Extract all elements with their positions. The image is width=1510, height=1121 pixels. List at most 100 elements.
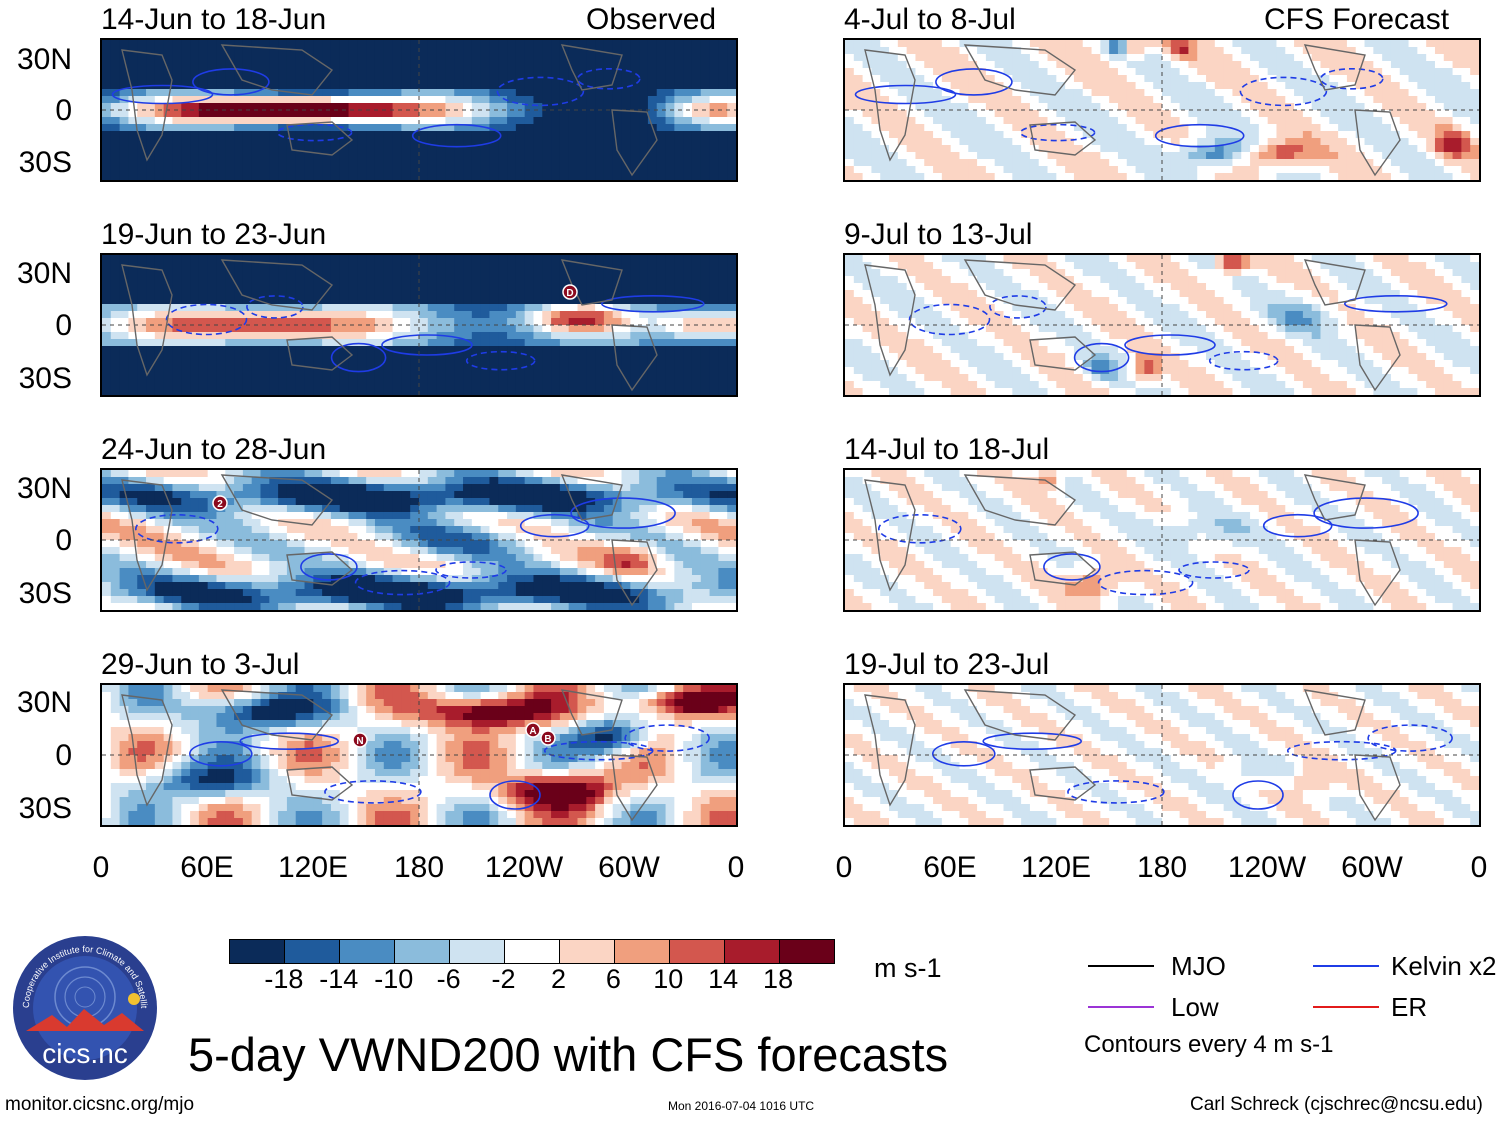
storm-marker-label: 2 xyxy=(217,499,223,510)
colorbar-tick-5: 2 xyxy=(550,964,566,994)
ytick-eq-0: 0 xyxy=(55,94,72,127)
xtick-left-60w: 60W xyxy=(598,851,660,884)
storm-marker-label: B xyxy=(544,734,551,745)
heatmap-left-0 xyxy=(102,40,736,180)
colorbar-swatch-1 xyxy=(285,940,340,963)
colorbar-tick-9: 18 xyxy=(763,964,794,994)
panel-left-0 xyxy=(100,38,738,182)
contour-note: Contours every 4 m s-1 xyxy=(1084,1031,1334,1058)
panel-date-right-1: 9-Jul to 13-Jul xyxy=(844,218,1033,251)
panel-right-1 xyxy=(843,253,1481,397)
storm-marker-label: N xyxy=(356,736,363,747)
heatmap-right-2 xyxy=(845,470,1479,610)
panel-right-3 xyxy=(843,683,1481,827)
legend-line-kelvin xyxy=(1313,965,1379,967)
panel-left-1: D xyxy=(100,253,738,397)
xtick-left-120e: 120E xyxy=(277,851,349,884)
figure-title: 5-day VWND200 with CFS forecasts xyxy=(188,1028,949,1081)
storm-marker-label: A xyxy=(529,726,536,737)
panel-date-left-3: 29-Jun to 3-Jul xyxy=(101,648,300,681)
colorbar-swatch-8 xyxy=(670,940,725,963)
observed-label: Observed xyxy=(586,3,717,36)
colorbar-swatch-7 xyxy=(615,940,670,963)
panel-right-2 xyxy=(843,468,1481,612)
panel-right-0 xyxy=(843,38,1481,182)
colorbar-swatch-4 xyxy=(450,940,505,963)
ytick-30s-3: 30S xyxy=(18,792,72,825)
colorbar-swatch-6 xyxy=(560,940,615,963)
ytick-eq-2: 0 xyxy=(55,524,72,557)
legend-label-kelvin: Kelvin x2 xyxy=(1391,951,1497,981)
colorbar-swatch-2 xyxy=(340,940,395,963)
ytick-30s-2: 30S xyxy=(18,577,72,610)
colorbar-units: m s-1 xyxy=(874,953,942,983)
xtick-right-60w: 60W xyxy=(1341,851,1403,884)
heatmap-right-0 xyxy=(845,40,1479,180)
footer-author: Carl Schreck (cjschrec@ncsu.edu) xyxy=(1190,1094,1483,1115)
colorbar-tick-4: -2 xyxy=(491,964,516,994)
ytick-eq-1: 0 xyxy=(55,309,72,342)
heatmap-left-3: N AB xyxy=(102,685,736,825)
logo-text: cics.nc xyxy=(42,1038,128,1069)
ytick-30n-0: 30N xyxy=(16,43,72,76)
colorbar-tick-3: -6 xyxy=(436,964,461,994)
ytick-30n-1: 30N xyxy=(16,257,72,290)
colorbar-tick-8: 14 xyxy=(708,964,739,994)
xtick-left-180: 180 xyxy=(393,851,445,884)
heatmap-right-3 xyxy=(845,685,1479,825)
heatmap-left-2: 2 xyxy=(102,470,736,610)
ytick-30n-2: 30N xyxy=(16,472,72,505)
xtick-left-60e: 60E xyxy=(180,851,234,884)
storm-marker-label: D xyxy=(566,288,573,299)
legend-line-low xyxy=(1088,1006,1154,1008)
legend-label-mjo: MJO xyxy=(1171,951,1226,981)
colorbar xyxy=(229,939,835,964)
xtick-right-0: 0 xyxy=(835,851,853,884)
legend-line-mjo xyxy=(1088,965,1154,967)
heatmap-right-1 xyxy=(845,255,1479,395)
colorbar-swatch-5 xyxy=(505,940,560,963)
footer-url: monitor.cicsnc.org/mjo xyxy=(5,1094,195,1115)
xtick-left-360: 0 xyxy=(727,851,745,884)
colorbar-swatch-9 xyxy=(725,940,780,963)
panel-date-left-2: 24-Jun to 28-Jun xyxy=(101,433,327,466)
xtick-right-120e: 120E xyxy=(1020,851,1092,884)
colorbar-tick-2: -10 xyxy=(374,964,414,994)
footer-timestamp: Mon 2016-07-04 1016 UTC xyxy=(668,1099,815,1113)
storm-marker-n xyxy=(352,732,368,748)
ytick-30s-0: 30S xyxy=(18,146,72,179)
xtick-left-0: 0 xyxy=(92,851,110,884)
panel-date-right-3: 19-Jul to 23-Jul xyxy=(844,648,1050,681)
colorbar-swatch-3 xyxy=(395,940,450,963)
panel-date-right-0: 4-Jul to 8-Jul xyxy=(844,3,1016,36)
storm-marker-b xyxy=(540,730,556,746)
xtick-right-120w: 120W xyxy=(1227,851,1307,884)
colorbar-tick-1: -14 xyxy=(319,964,359,994)
legend-label-low: Low xyxy=(1171,992,1219,1022)
storm-marker-a xyxy=(525,722,541,738)
ytick-30s-1: 30S xyxy=(18,362,72,395)
xtick-right-360: 0 xyxy=(1470,851,1488,884)
storm-marker-2 xyxy=(212,495,228,511)
legend-line-er xyxy=(1313,1006,1379,1008)
ytick-eq-3: 0 xyxy=(55,739,72,772)
panel-date-right-2: 14-Jul to 18-Jul xyxy=(844,433,1050,466)
colorbar-tick-0: -18 xyxy=(264,964,304,994)
cfs-forecast-label: CFS Forecast xyxy=(1264,3,1450,36)
storm-marker-d xyxy=(562,284,578,300)
xtick-right-180: 180 xyxy=(1136,851,1188,884)
colorbar-swatch-10 xyxy=(780,940,834,963)
ytick-30n-3: 30N xyxy=(16,686,72,719)
xtick-left-120w: 120W xyxy=(484,851,564,884)
xtick-right-60e: 60E xyxy=(923,851,977,884)
panel-date-left-1: 19-Jun to 23-Jun xyxy=(101,218,327,251)
colorbar-tick-6: 6 xyxy=(605,964,621,994)
heatmap-left-1: D xyxy=(102,255,736,395)
cics-logo: Cooperative Institute for Climate and Sa… xyxy=(9,927,158,1081)
colorbar-tick-7: 10 xyxy=(653,964,684,994)
panel-date-left-0: 14-Jun to 18-Jun xyxy=(101,3,327,36)
panel-left-2: 2 xyxy=(100,468,738,612)
colorbar-swatch-0 xyxy=(230,940,285,963)
legend-label-er: ER xyxy=(1391,992,1428,1022)
